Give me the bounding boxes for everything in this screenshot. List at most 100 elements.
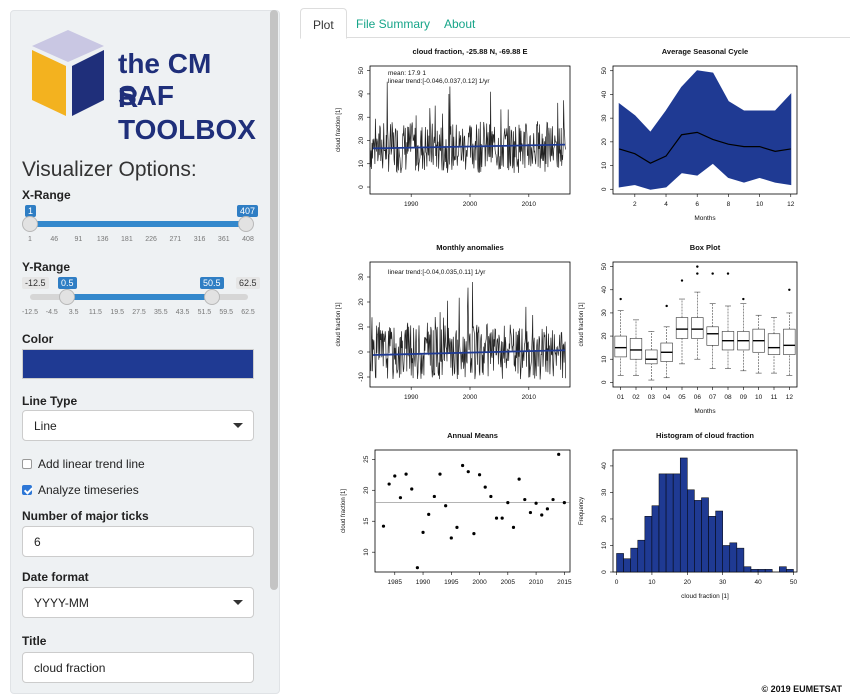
histogram-bar <box>651 505 660 573</box>
x-range-from-handle[interactable] <box>22 216 38 232</box>
x-range-to-handle[interactable] <box>238 216 254 232</box>
sidebar-scrollbar[interactable] <box>270 10 278 590</box>
histogram-bar <box>715 510 723 573</box>
annual-point <box>500 516 504 520</box>
histogram-bar <box>701 497 709 573</box>
x-tick-label: 2010 <box>522 201 537 208</box>
plot-title: Monthly anomalies <box>436 243 504 252</box>
x-tick-label: 2000 <box>463 201 478 208</box>
trend-checkbox-label: Add linear trend line <box>38 457 145 471</box>
annual-point <box>528 510 533 515</box>
y-range-to-handle[interactable] <box>204 289 220 305</box>
analyze-checkbox-row[interactable]: Analyze timeseries <box>22 483 139 497</box>
histogram-bar <box>623 558 631 573</box>
y-range-ticks: -12.5 -4.5 3.5 11.5 19.5 27.5 35.5 43.5 51.5 59.5… <box>22 309 255 319</box>
slider-tick-label: 46 <box>50 236 59 243</box>
x-tick-label: 0 <box>615 579 619 586</box>
line-type-value: Line <box>34 419 57 433</box>
annual-point <box>449 536 453 540</box>
annual-point <box>381 524 386 528</box>
slider-tick-label: -4.5 <box>45 309 58 316</box>
logo-line2: R TOOLBOX <box>118 82 256 145</box>
x-tick-label: 4 <box>664 201 668 208</box>
plot-grid: cloud fraction, -25.88 N, -69.88 E cloud … <box>336 47 798 600</box>
annual-point <box>387 482 391 486</box>
logo-line1: the CM SAF <box>118 48 212 111</box>
mean-annotation: mean: 17.9 1 <box>388 70 426 77</box>
annual-point <box>461 463 465 468</box>
annual-point <box>415 566 419 570</box>
x-tick-label: 12 <box>787 201 795 208</box>
trend-checkbox-row[interactable]: Add linear trend line <box>22 457 145 471</box>
annual-point <box>511 525 516 530</box>
date-format-label: Date format <box>22 570 89 584</box>
slider-tick-label: 59.5 <box>219 309 233 316</box>
tab-file-summary[interactable]: File Summary <box>356 17 431 31</box>
tab-about[interactable]: About <box>444 17 476 31</box>
plot-ylabel: cloud fraction [1] <box>579 302 585 346</box>
color-picker[interactable] <box>22 349 254 379</box>
annual-point <box>410 487 414 491</box>
annual-point <box>489 494 493 499</box>
y-tick-label: 0 <box>358 350 365 354</box>
trend-checkbox[interactable] <box>22 459 32 469</box>
plot-xlabel: cloud fraction [1] <box>681 593 729 600</box>
title-input[interactable]: cloud fraction <box>22 652 254 683</box>
line-type-select[interactable]: Line <box>22 410 254 441</box>
x-range-max-badge: 407 <box>237 205 259 217</box>
x-tick-label: 2 <box>633 201 637 208</box>
tab-plot[interactable]: Plot <box>300 8 347 39</box>
histogram-bar <box>750 569 759 573</box>
annual-point <box>557 452 561 456</box>
y-tick-label: 0 <box>601 570 608 574</box>
x-tick-label: 40 <box>754 579 762 586</box>
box-outlier <box>696 272 699 275</box>
x-tick-label: 20 <box>684 579 692 586</box>
x-tick-label: 2005 <box>501 579 516 586</box>
slider-tick-label: 35.5 <box>153 309 168 316</box>
x-range-min-badge: 1 <box>25 205 37 217</box>
annual-point <box>483 485 487 489</box>
box <box>645 349 658 365</box>
histogram-bar <box>637 539 646 573</box>
annual-point <box>404 472 408 476</box>
histogram-bar <box>665 473 674 573</box>
y-tick-label: 25 <box>363 455 370 463</box>
box-outlier <box>696 265 699 268</box>
trend-annotation: linear trend:[-0.04,0.035,0.11] 1/yr <box>388 269 486 276</box>
slider-tick-label: 136 <box>96 236 109 243</box>
slider-tick-label: 27.5 <box>132 309 146 316</box>
histogram-bar <box>743 566 752 573</box>
x-tick-label: 01 <box>617 394 625 401</box>
x-tick-label: 1990 <box>416 579 431 586</box>
x-tick-label: 07 <box>709 394 717 401</box>
histogram-bar <box>757 569 766 573</box>
y-range-fill <box>67 294 212 300</box>
slider-tick-label: 91 <box>74 236 83 243</box>
histogram-bar <box>644 516 653 573</box>
plot-title: Histogram of cloud fraction <box>656 431 754 440</box>
x-tick-label: 2010 <box>522 394 537 401</box>
histogram-bar <box>736 547 745 573</box>
plot-title: Average Seasonal Cycle <box>662 47 748 56</box>
plot-title: Annual Means <box>447 431 498 440</box>
y-range-to-badge: 50.5 <box>200 277 224 289</box>
slider-tick-label: 43.5 <box>175 309 190 316</box>
slider-tick-label: 361 <box>217 236 230 243</box>
plot-frame <box>612 261 798 388</box>
annual-point <box>427 512 431 517</box>
seasonal-band <box>618 70 792 190</box>
histogram-bar <box>630 547 639 573</box>
y-range-from-handle[interactable] <box>59 289 75 305</box>
y-tick-label: -10 <box>358 372 365 382</box>
analyze-checkbox[interactable] <box>22 485 32 495</box>
major-ticks-input[interactable]: 6 <box>22 526 254 557</box>
plot-ylabel: cloud fraction [1] <box>336 108 342 152</box>
date-format-value: YYYY-MM <box>34 596 89 610</box>
slider-tick-label: 316 <box>193 236 206 243</box>
histogram-bar <box>616 553 624 573</box>
box-outlier <box>726 272 730 275</box>
box <box>691 317 704 339</box>
date-format-select[interactable]: YYYY-MM <box>22 587 254 618</box>
y-range-min-badge: -12.5 <box>22 277 49 289</box>
